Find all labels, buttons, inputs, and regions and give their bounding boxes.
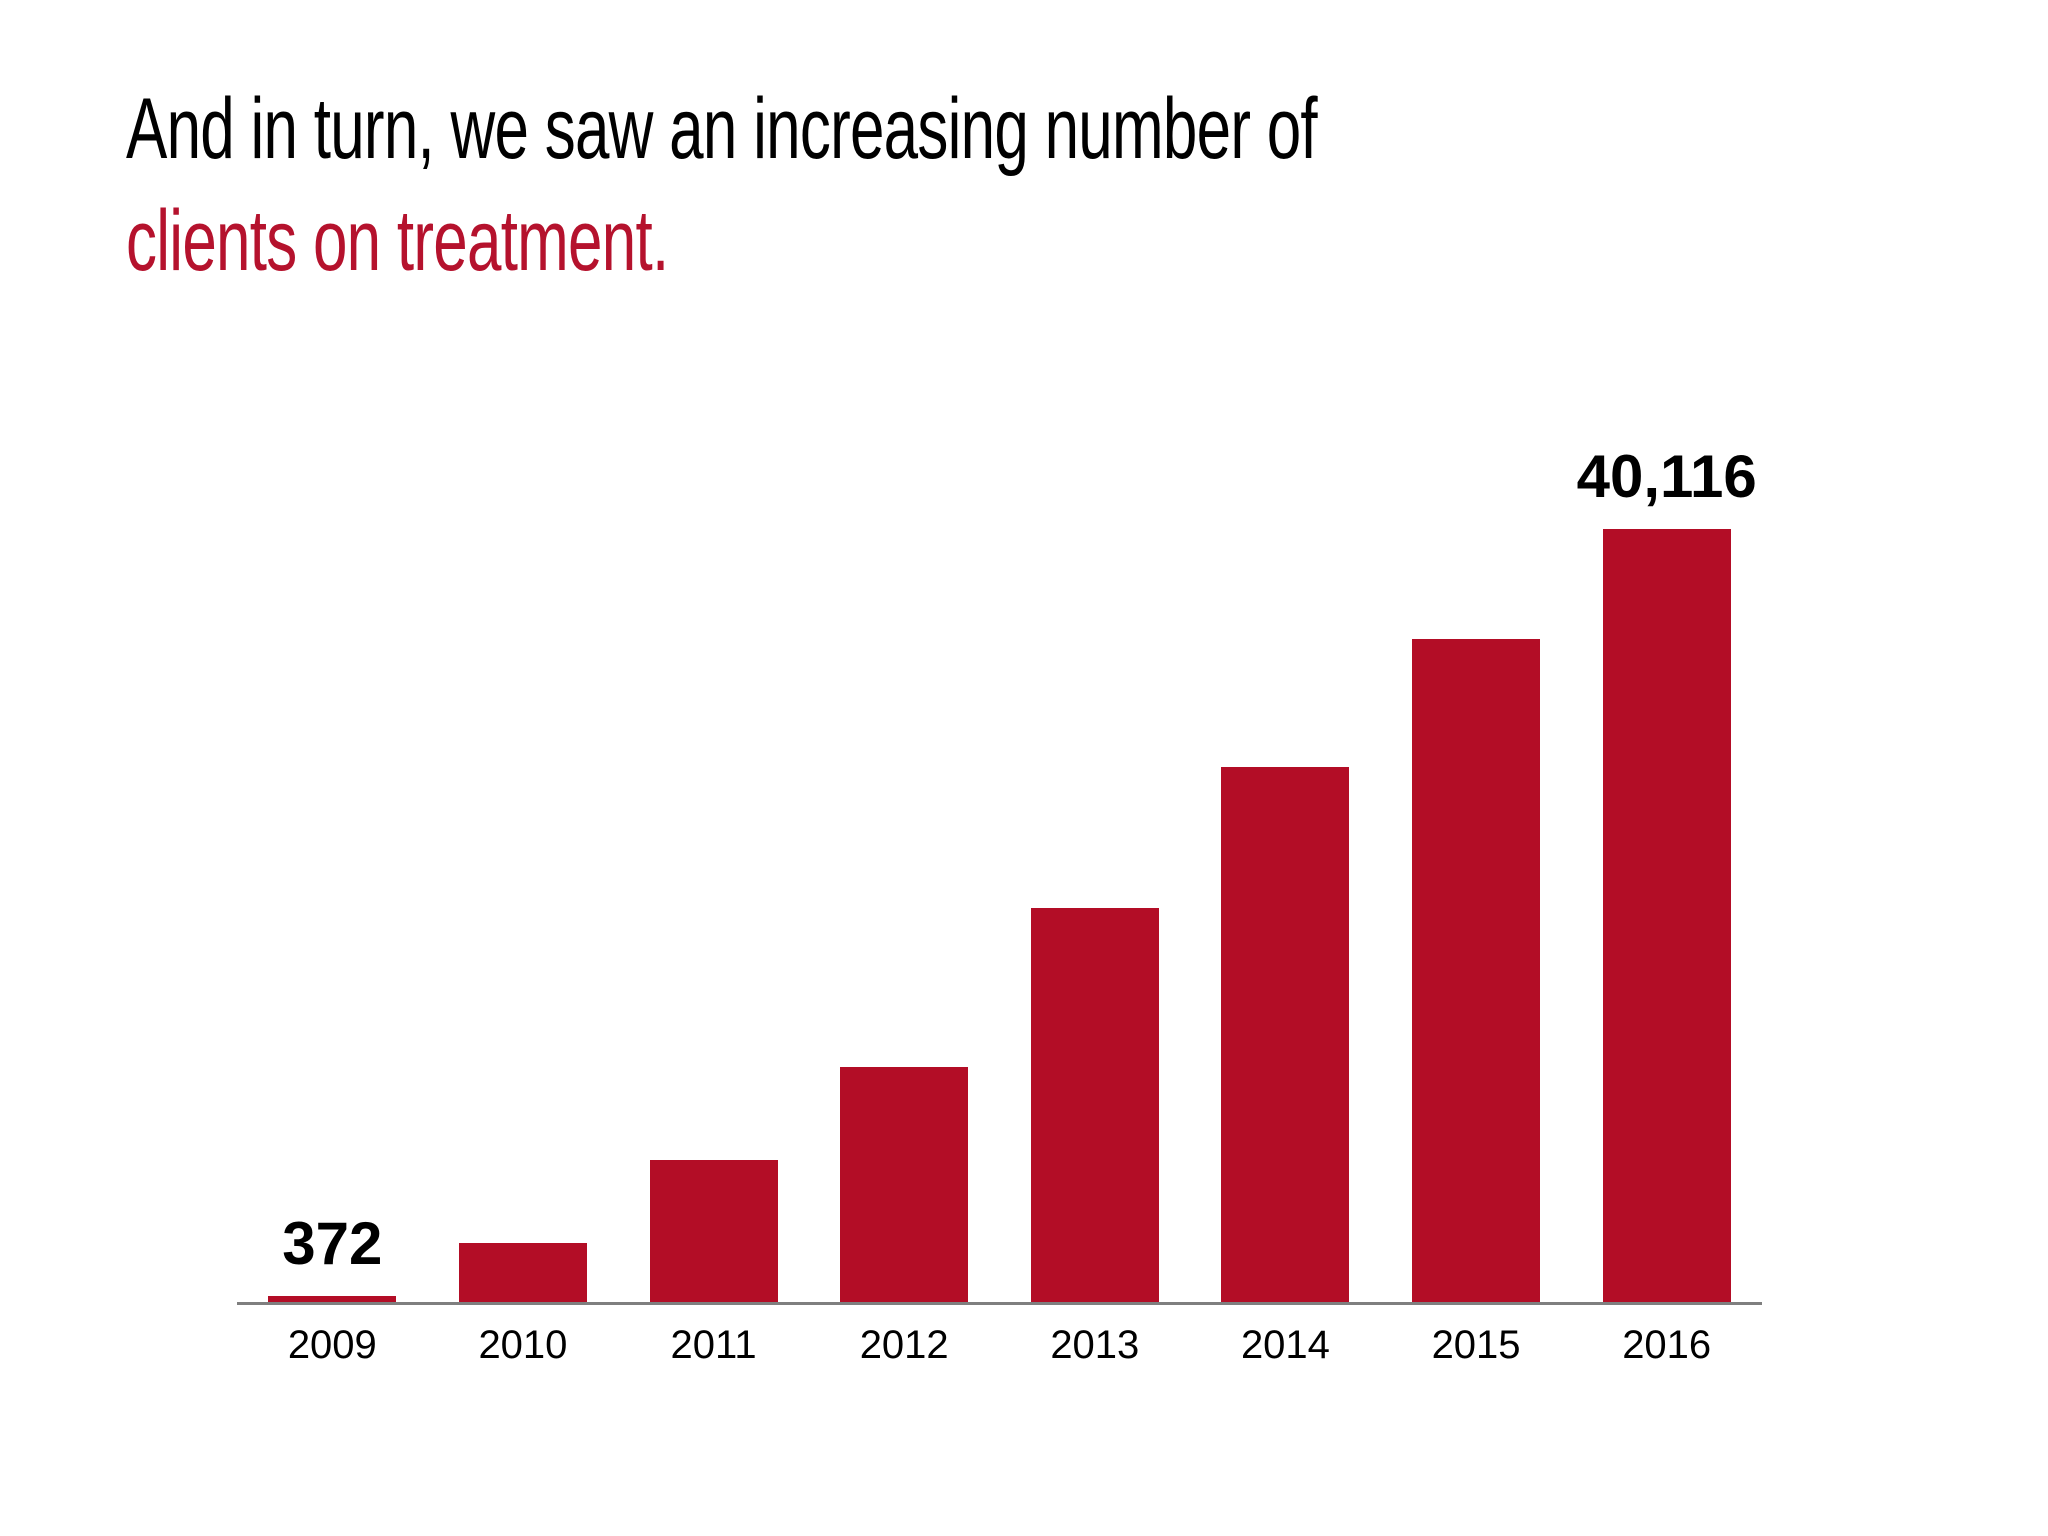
x-axis-tick-label-2011: 2011 [670,1323,757,1367]
chart-slot-2010: 2010 [428,529,619,1367]
bar-value-label-2016: 40,116 [1576,443,1757,510]
x-axis-tick-label-2013: 2013 [1050,1323,1140,1367]
x-axis-tick-label-2009: 2009 [287,1323,377,1367]
chart-slot-2016: 40,116 2016 [1571,443,1762,1367]
bar-value-label-2009: 372 [282,1209,383,1277]
page-title: And in turn, we saw an increasing number… [126,73,1780,297]
chart-slot-2015: 2015 [1381,529,1572,1367]
bar-2010 [458,1243,587,1303]
bar-2016 [1602,529,1731,1303]
chart-slot-2013: 2013 [1000,529,1191,1367]
x-axis-tick-label-2014: 2014 [1240,1323,1330,1367]
bar-2014 [1221,766,1350,1303]
x-axis-tick-label-2016: 2016 [1622,1323,1712,1367]
bar-chart: 372 2009 2010 2011 2012 2013 2014 2015 40,116 201… [237,443,1762,1367]
bar-2013 [1030,908,1159,1303]
bar-2012 [840,1066,969,1303]
chart-slot-2011: 2011 [618,529,809,1367]
bar-2015 [1412,639,1541,1303]
x-axis-line [237,1302,1762,1305]
chart-slot-2014: 2014 [1190,529,1381,1367]
x-axis-tick-label-2012: 2012 [859,1323,949,1367]
title-line-2-accent: clients on treatment. [126,193,669,289]
chart-slot-2009: 372 2009 [237,529,428,1367]
title-line-1: And in turn, we saw an increasing number… [126,81,1318,177]
chart-slot-2012: 2012 [809,529,1000,1367]
bar-2009 [268,1295,397,1303]
x-axis-tick-label-2015: 2015 [1431,1323,1521,1367]
x-axis-tick-label-2010: 2010 [478,1323,568,1367]
bar-2011 [649,1160,778,1303]
